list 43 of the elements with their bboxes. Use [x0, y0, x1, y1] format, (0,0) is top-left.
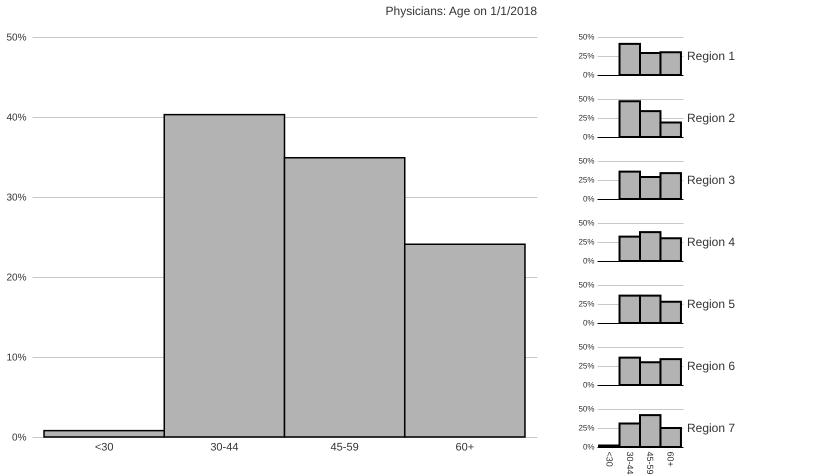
- y-tick-label: 50%: [578, 32, 594, 42]
- y-tick-label: 40%: [6, 112, 27, 124]
- x-tick-label: 60+: [456, 442, 474, 454]
- x-tick-label: 60+: [666, 452, 676, 467]
- y-tick-label: 50%: [578, 280, 594, 290]
- y-tick-label: 25%: [578, 362, 594, 370]
- y-tick-label: 50%: [578, 342, 594, 352]
- y-tick-label: 25%: [578, 114, 594, 122]
- x-tick-label: 45-59: [645, 452, 656, 475]
- y-tick-label: 50%: [578, 156, 594, 166]
- text: Region 5: [687, 297, 736, 311]
- text: Region 1: [687, 49, 736, 63]
- x-tick-label: <30: [94, 442, 114, 454]
- y-tick-label: 20%: [6, 272, 27, 284]
- y-tick-label: 10%: [6, 352, 27, 364]
- y-tick-label: 0%: [582, 194, 594, 204]
- y-tick-label: 50%: [578, 94, 594, 104]
- y-tick-label: 0%: [582, 132, 594, 142]
- text: Region 3: [687, 173, 736, 187]
- x-tick-label: 30-44: [624, 452, 635, 475]
- y-tick-label: 25%: [578, 300, 594, 308]
- text: Region 4: [687, 235, 736, 249]
- chart-title: Physicians: Age on 1/1/2018: [386, 4, 538, 18]
- y-tick-label: 25%: [578, 176, 594, 184]
- x-tick-label: 45-59: [330, 442, 359, 454]
- y-tick-label: 50%: [578, 218, 594, 228]
- y-tick-label: 0%: [582, 380, 594, 390]
- y-tick-label: 50%: [6, 32, 27, 44]
- y-tick-label: 0%: [582, 442, 594, 452]
- text: Region 2: [687, 111, 736, 125]
- x-tick-label: <30: [604, 452, 614, 467]
- y-tick-label: 25%: [578, 424, 594, 432]
- y-tick-label: 0%: [12, 432, 27, 444]
- y-tick-label: 0%: [582, 256, 594, 266]
- text: Region 6: [687, 359, 736, 373]
- text: Region 7: [687, 421, 736, 435]
- x-tick-label: 30-44: [210, 442, 238, 454]
- y-tick-label: 25%: [578, 238, 594, 246]
- y-tick-label: 25%: [578, 52, 594, 60]
- y-tick-label: 0%: [582, 70, 594, 80]
- y-tick-label: 0%: [582, 318, 594, 328]
- y-tick-label: 30%: [6, 192, 27, 204]
- y-tick-label: 50%: [578, 404, 594, 414]
